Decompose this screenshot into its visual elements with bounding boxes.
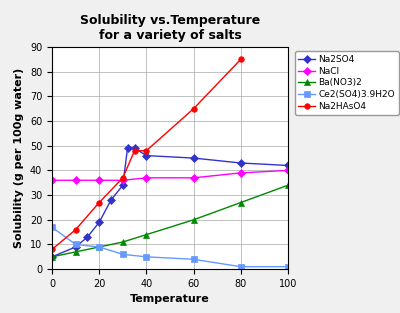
Na2SO4 xyxy=(286,164,290,167)
Na2SO4 xyxy=(73,245,78,249)
Ba(NO3)2 xyxy=(191,218,196,222)
Ba(NO3)2 xyxy=(238,201,243,204)
Na2SO4 xyxy=(144,154,149,157)
Na2SO4 xyxy=(50,255,54,259)
Ce2(SO4)3.9H2O xyxy=(120,253,125,256)
Line: Na2SO4: Na2SO4 xyxy=(49,146,291,259)
Y-axis label: Solubility (g per 100g water): Solubility (g per 100g water) xyxy=(14,68,24,248)
NaCl xyxy=(286,168,290,172)
NaCl xyxy=(73,178,78,182)
NaCl xyxy=(50,178,54,182)
Legend: Na2SO4, NaCl, Ba(NO3)2, Ce2(SO4)3.9H2O, Na2HAsO4: Na2SO4, NaCl, Ba(NO3)2, Ce2(SO4)3.9H2O, … xyxy=(295,51,398,115)
Ce2(SO4)3.9H2O xyxy=(191,257,196,261)
Line: Ba(NO3)2: Ba(NO3)2 xyxy=(49,182,291,259)
Ce2(SO4)3.9H2O xyxy=(50,225,54,229)
Na2SO4 xyxy=(120,183,125,187)
NaCl xyxy=(97,178,102,182)
Na2SO4 xyxy=(109,198,114,202)
Ce2(SO4)3.9H2O xyxy=(144,255,149,259)
Na2HAsO4 xyxy=(144,149,149,152)
Ce2(SO4)3.9H2O xyxy=(238,265,243,269)
Na2SO4 xyxy=(85,235,90,239)
Title: Solubility vs.Temperature
for a variety of salts: Solubility vs.Temperature for a variety … xyxy=(80,14,260,42)
Ce2(SO4)3.9H2O xyxy=(73,243,78,246)
Na2HAsO4 xyxy=(120,176,125,180)
Na2HAsO4 xyxy=(73,228,78,232)
Na2HAsO4 xyxy=(191,107,196,110)
Na2SO4 xyxy=(191,156,196,160)
Na2SO4 xyxy=(132,146,137,150)
Ba(NO3)2 xyxy=(286,183,290,187)
Na2HAsO4 xyxy=(238,57,243,61)
Ba(NO3)2 xyxy=(97,245,102,249)
Ba(NO3)2 xyxy=(120,240,125,244)
Line: Na2HAsO4: Na2HAsO4 xyxy=(49,57,244,252)
Ce2(SO4)3.9H2O xyxy=(97,245,102,249)
Na2SO4 xyxy=(125,146,130,150)
NaCl xyxy=(120,178,125,182)
NaCl xyxy=(191,176,196,180)
Line: NaCl: NaCl xyxy=(49,168,291,183)
Na2SO4 xyxy=(238,161,243,165)
Ba(NO3)2 xyxy=(73,250,78,254)
Na2HAsO4 xyxy=(132,149,137,152)
Line: Ce2(SO4)3.9H2O: Ce2(SO4)3.9H2O xyxy=(49,224,291,269)
X-axis label: Temperature: Temperature xyxy=(130,295,210,305)
Ce2(SO4)3.9H2O xyxy=(286,265,290,269)
Ba(NO3)2 xyxy=(50,255,54,259)
Na2HAsO4 xyxy=(97,201,102,204)
Na2SO4 xyxy=(97,220,102,224)
Na2HAsO4 xyxy=(50,248,54,251)
NaCl xyxy=(144,176,149,180)
NaCl xyxy=(238,171,243,175)
Ba(NO3)2 xyxy=(144,233,149,237)
